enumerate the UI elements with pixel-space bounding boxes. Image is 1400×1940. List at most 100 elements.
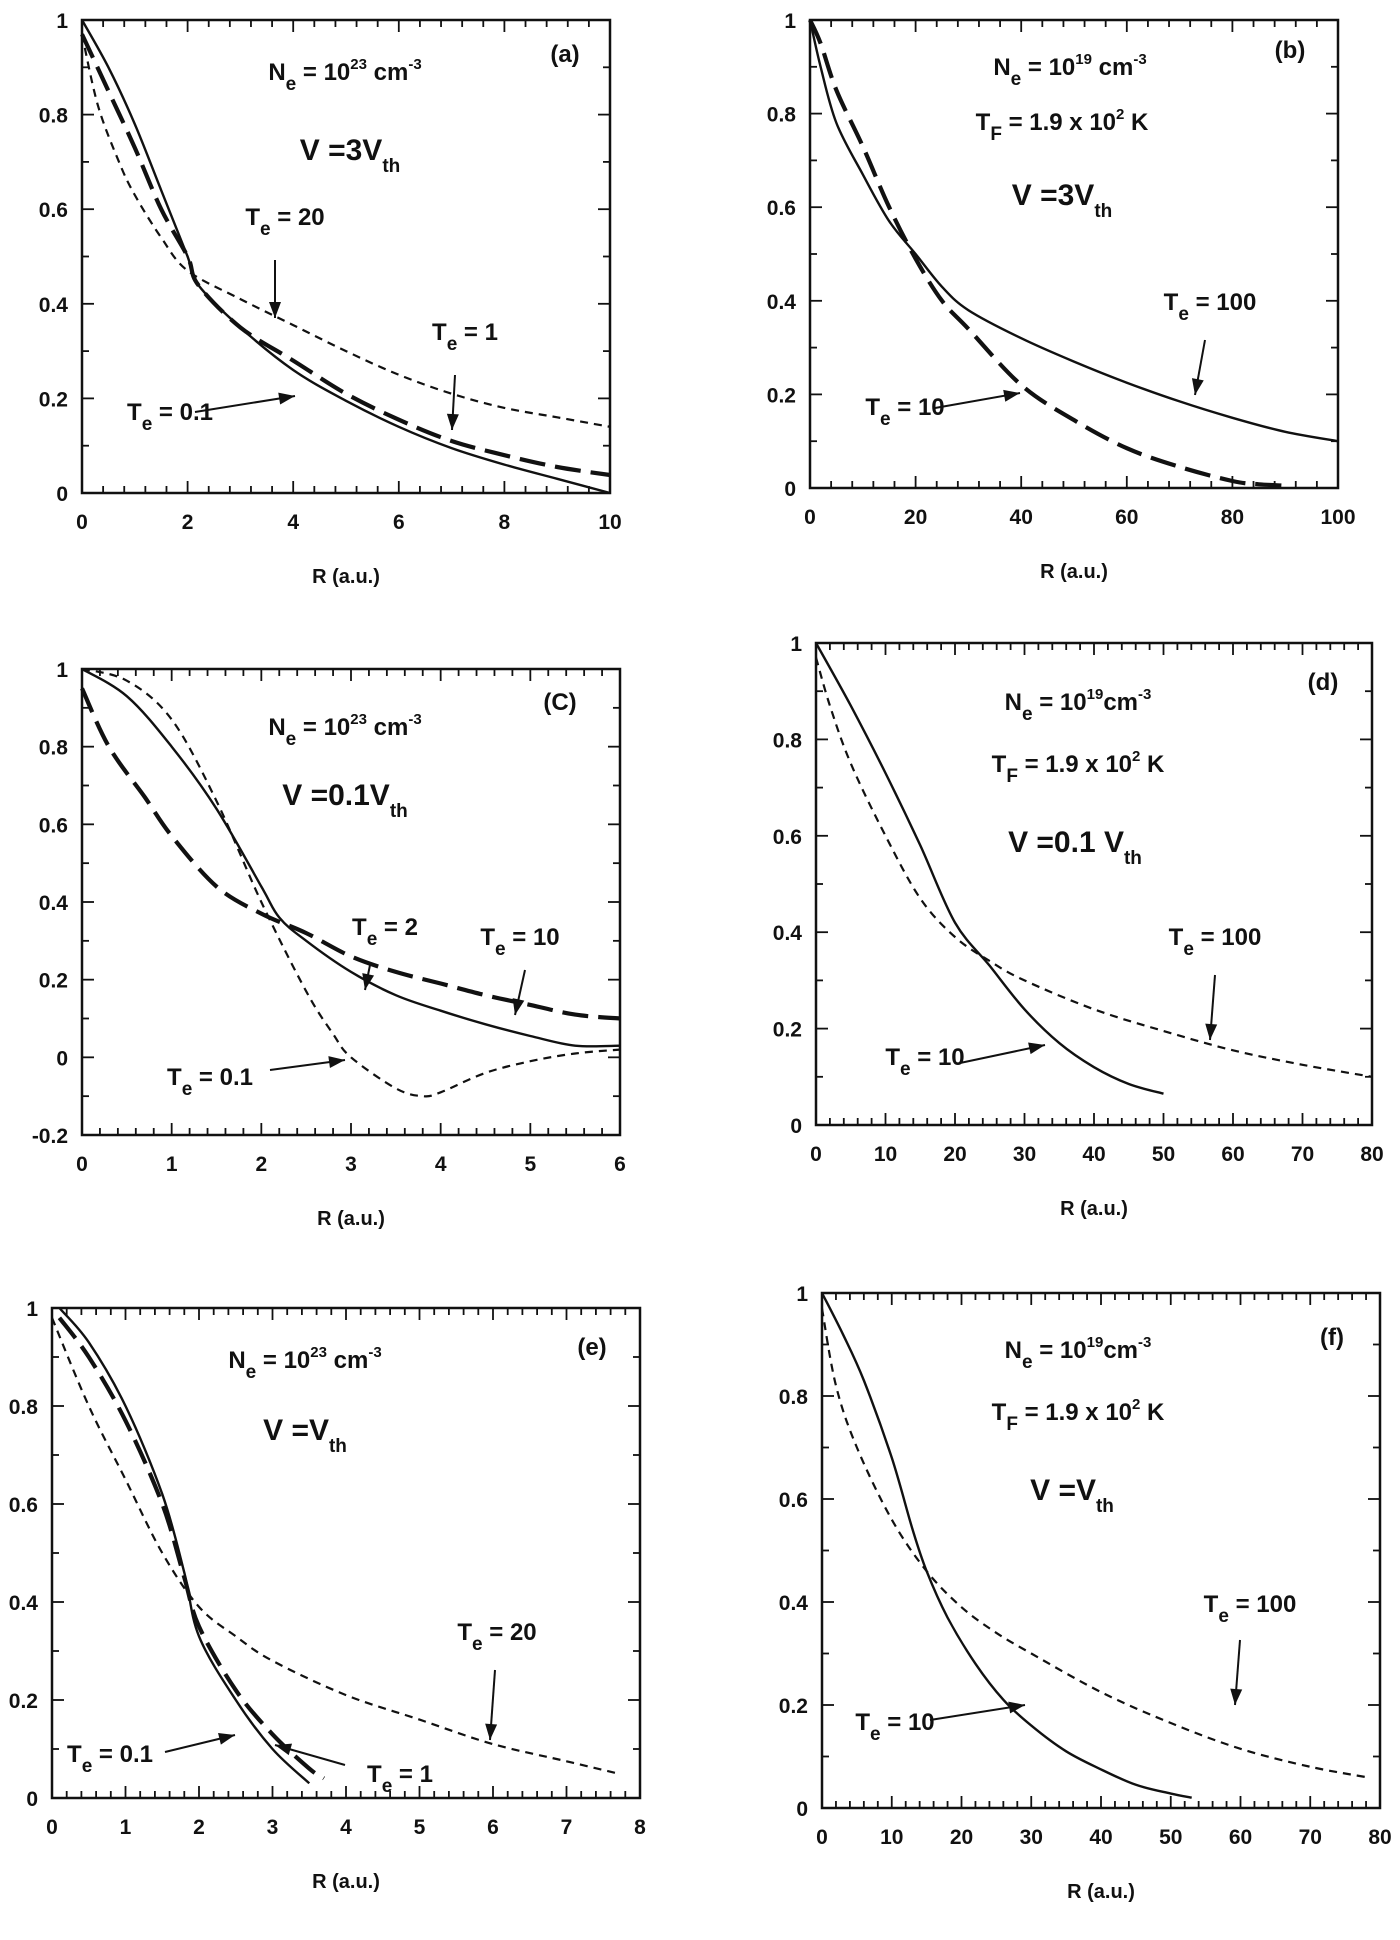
param-line-rest: = 1.9 x 10: [1018, 751, 1132, 778]
param-line-sub: th: [329, 1436, 347, 1457]
y-tick-label: 0.6: [779, 1489, 808, 1512]
param-line-sub: th: [1094, 201, 1112, 222]
x-tick-label: 1: [120, 1816, 132, 1839]
x-tick-label: 5: [524, 1153, 536, 1176]
curve-label-sub: e: [495, 939, 506, 960]
series-line-dash-1: [80, 33, 611, 478]
param-line-main: V =0.1 V: [1008, 826, 1124, 859]
x-tick-label: 6: [614, 1153, 626, 1176]
y-tick-label: 0.6: [39, 199, 68, 222]
x-tick-label: 40: [1089, 1826, 1112, 1849]
y-tick-label: 0.2: [773, 1019, 802, 1042]
param-line-sup: 23: [310, 1344, 327, 1361]
x-tick-label: 7: [561, 1816, 573, 1839]
panel-f: 0 10 20 30 40 50 60 70 80 0 0.2 0.4 0.6 0.8 1 R (a.u.) (…: [779, 1283, 1392, 1903]
param-line-tail: K: [1140, 1399, 1165, 1426]
series-line-shortdash-2: [81, 667, 621, 1098]
x-tick-label: 6: [393, 511, 405, 534]
y-tick-label: 0.2: [39, 388, 68, 411]
series-line-solid-0: [58, 1307, 311, 1785]
series-line-shortdash-1: [820, 1308, 1367, 1779]
x-axis-label: R (a.u.): [1060, 1198, 1128, 1220]
param-line-sub: e: [286, 729, 297, 750]
y-tick-label: 1: [790, 633, 802, 656]
curve-label-sub: e: [182, 1079, 193, 1100]
curve-label-sub: e: [367, 929, 378, 950]
param-line-sub: F: [1006, 1414, 1018, 1435]
param-line: Ne = 1023 cm-3: [268, 56, 421, 95]
arrow-head-icon: [485, 1723, 498, 1740]
panel-tag: (a): [550, 41, 579, 68]
y-tick-label: 0.6: [39, 814, 68, 837]
param-line-sub: e: [1022, 1352, 1033, 1373]
x-tick-label: 0: [46, 1816, 58, 1839]
curve-label-rest: = 10: [506, 924, 560, 951]
x-tick-label: 20: [950, 1826, 973, 1849]
series-line-solid-0: [820, 1292, 1192, 1799]
curve-label-sub: e: [1178, 304, 1189, 325]
panel-tag: (e): [577, 1334, 606, 1361]
param-line-sub: e: [1011, 69, 1022, 90]
plot-frame: [50, 1306, 642, 1800]
curve-label-rest: = 100: [1229, 1591, 1296, 1618]
arrow-head-icon: [218, 1732, 235, 1745]
y-tick-label: 0.4: [773, 922, 803, 945]
y-tick-label: 1: [784, 10, 796, 33]
param-line: V =Vth: [1030, 1474, 1114, 1517]
param-line: Ne = 1019cm-3: [1005, 686, 1152, 725]
y-tick-label: 0.2: [39, 970, 68, 993]
param-line-tail: cm: [367, 714, 408, 741]
curve-label-rest: = 100: [1189, 289, 1256, 316]
series-line-solid-0: [81, 667, 621, 1048]
x-axis-label: R (a.u.): [1067, 1881, 1135, 1903]
panel-tag: (f): [1320, 1324, 1344, 1351]
param-line-tail: K: [1140, 751, 1165, 778]
y-tick-label: 0.6: [9, 1494, 38, 1517]
x-tick-label: 40: [1082, 1143, 1105, 1166]
curve-label-sub: e: [880, 409, 891, 430]
y-tick-label: 1: [796, 1283, 808, 1306]
param-line-main: T: [976, 109, 991, 136]
x-tick-label: 2: [182, 511, 194, 534]
y-tick-label: 1: [26, 1298, 38, 1321]
x-tick-label: 70: [1299, 1826, 1322, 1849]
curve-label-sub: e: [447, 334, 458, 355]
curve-label-main: T: [167, 1064, 182, 1091]
arrow-head-icon: [269, 302, 281, 318]
curve-label-sub: e: [1218, 1606, 1229, 1627]
param-line: V =0.1Vth: [282, 779, 408, 822]
x-tick-label: 50: [1152, 1143, 1175, 1166]
param-line: Ne = 1023 cm-3: [268, 711, 421, 750]
param-line-main: V =3V: [1012, 179, 1095, 212]
y-tick-label: 0.2: [9, 1690, 38, 1713]
panel-e: 0 1 2 3 4 5 6 7 800.20.40.60.81R (a.u.)(e)Ne = 1…: [9, 1298, 646, 1893]
curve-label-sub: e: [1183, 939, 1194, 960]
arrow-head-icon: [1008, 1701, 1025, 1714]
curve-label-rest: = 100: [1194, 924, 1261, 951]
y-tick-label: 0: [790, 1115, 802, 1138]
param-line-main: T: [992, 751, 1007, 778]
curve-label-main: T: [457, 1619, 472, 1646]
param-line-sup: 23: [350, 56, 367, 73]
series-line-dash-1: [80, 687, 621, 1021]
panel-b: 0 20 40 60 80 100 0 0.2 0.4 0.6 0.8 1 R (a.u.) (b) Ne …: [767, 10, 1356, 583]
param-line: Ne = 1019cm-3: [1005, 1334, 1152, 1373]
param-line-sub: e: [246, 1362, 257, 1383]
y-tick-label: -0.2: [32, 1125, 68, 1148]
curve-label: Te = 100: [1169, 924, 1262, 960]
x-tick-label: 2: [193, 1816, 205, 1839]
y-tick-label: 0.6: [767, 197, 796, 220]
curve-label-main: T: [245, 204, 260, 231]
param-line-rest: = 1.9 x 10: [1002, 109, 1116, 136]
param-line-sub: th: [390, 801, 408, 822]
curve-label: Te = 100: [1204, 1591, 1297, 1627]
param-line: V =Vth: [263, 1414, 347, 1457]
x-tick-label: 4: [340, 1816, 352, 1839]
panel-c: 0 1 2 3 4 5 6-0.200.20.40.60.81R (a.u.)(C)Ne =…: [32, 659, 626, 1230]
param-line-sup: 19: [1087, 686, 1104, 703]
x-tick-label: 4: [287, 511, 299, 534]
param-line: TF = 1.9 x 102 K: [992, 748, 1165, 787]
panel-d: 0 10 20 30 40 50 60 70 80 0 0.2 0.4 0.6 0.8 1 R (a.u.) (…: [773, 633, 1384, 1220]
x-tick-label: 2: [255, 1153, 267, 1176]
annotation-arrow-shaft: [929, 1704, 1026, 1721]
